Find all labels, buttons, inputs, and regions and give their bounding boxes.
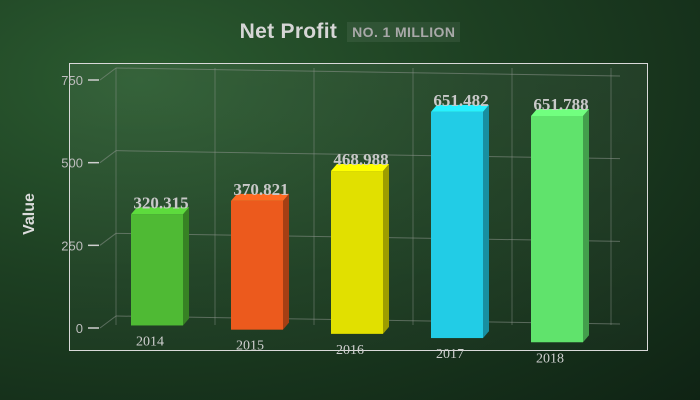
bar-top-2015	[231, 193, 289, 201]
bar-top-2017	[431, 104, 489, 112]
bar-2015	[231, 200, 283, 330]
x-tick-label: 2016	[336, 343, 364, 358]
bar-side-2017	[483, 104, 489, 339]
data-label: 370.821	[233, 180, 288, 199]
grid-line-depth	[99, 67, 117, 81]
grid-line-horizontal	[115, 67, 621, 77]
y-tick-label: 500	[61, 156, 83, 171]
bar-top-2018	[531, 108, 589, 116]
y-tick-label: 750	[61, 73, 83, 88]
bar-top-2016	[331, 164, 389, 172]
y-tick-label: 250	[61, 238, 83, 253]
bar-2014	[131, 214, 183, 326]
data-label: 468.988	[333, 150, 388, 169]
x-tick-label: 2014	[136, 334, 164, 349]
bar-side-2018	[583, 108, 589, 343]
bar-2016	[331, 171, 383, 334]
chart-title: Net Profit	[239, 20, 338, 43]
data-label: 651.788	[533, 95, 588, 114]
bar-2017	[431, 111, 483, 339]
bar-side-2014	[183, 207, 189, 326]
grid-line-depth	[99, 315, 117, 329]
y-tick-label: 0	[76, 321, 83, 336]
bar-side-2015	[283, 193, 289, 330]
x-tick-label: 2017	[436, 347, 464, 362]
grid-line-depth	[99, 150, 117, 164]
bar-side-2016	[383, 164, 389, 334]
data-label: 651.482	[433, 91, 488, 110]
bar-2018	[531, 115, 583, 343]
chart-subtitle: NO. 1 MILLION	[347, 22, 461, 42]
chart-title-row: Net Profit NO. 1 MILLION	[0, 20, 700, 44]
grid-line-depth	[99, 232, 117, 246]
x-tick-label: 2015	[236, 339, 264, 354]
x-tick-label: 2018	[536, 351, 564, 366]
data-label: 320.315	[133, 193, 188, 212]
bar-top-2014	[131, 207, 189, 215]
